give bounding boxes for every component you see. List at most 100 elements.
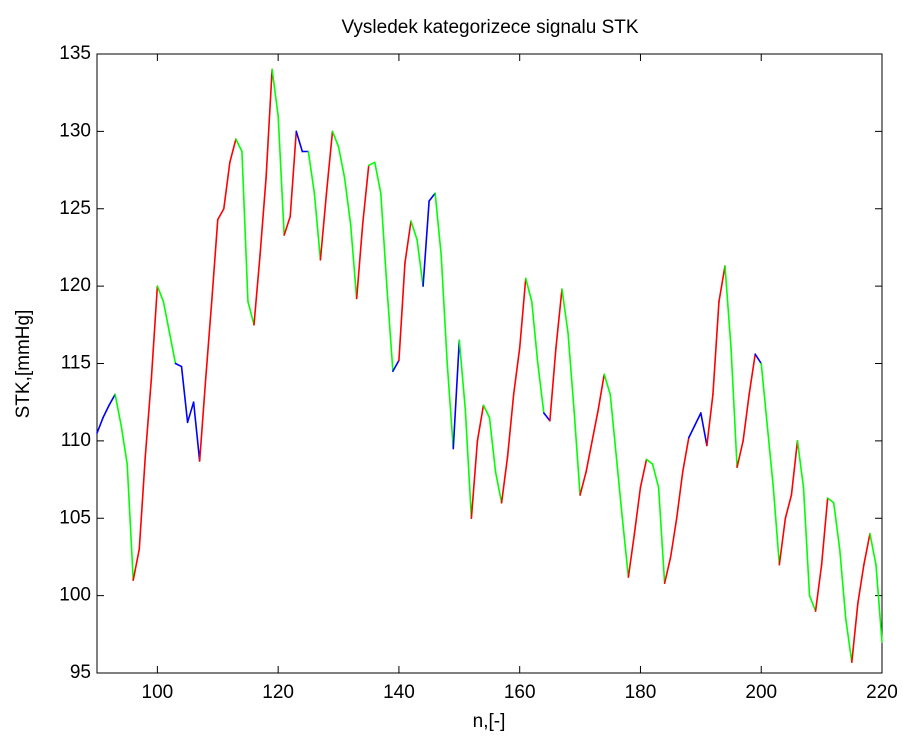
line-segment [591,409,599,442]
line-segment [500,455,509,504]
y-tick-label: 100 [59,585,91,606]
line-segment [627,532,636,578]
line-segment [289,130,298,218]
line-segment [470,440,479,520]
line-segment [766,424,775,489]
line-segment [307,150,316,195]
line-segment [555,288,563,349]
line-segment [736,440,744,468]
line-segment [506,393,515,458]
line-segment [265,68,273,179]
line-segment [482,404,491,419]
line-segment [404,220,412,264]
line-segment [814,563,823,612]
line-segment [253,254,261,326]
line-segment [633,486,642,535]
line-segment [126,463,135,581]
line-segment [259,177,267,256]
line-segment [174,362,183,368]
x-tick-label: 100 [142,682,174,703]
line-segment [609,393,618,458]
line-segment [144,378,153,458]
line-segment [446,362,455,450]
line-segment [851,602,859,663]
line-segment [96,416,104,434]
line-segment [325,130,334,195]
line-segment [844,618,853,663]
line-segment [748,353,756,396]
line-segment [772,486,781,566]
y-tick-label: 120 [59,275,91,296]
line-segment [639,458,648,489]
line-segment [398,262,406,362]
line-segment [313,192,322,261]
line-segment [579,471,587,496]
line-segment [657,486,666,585]
line-segment [760,362,769,427]
y-tick-label: 130 [59,120,91,141]
line-segment [464,409,473,520]
line-segment [138,455,147,551]
y-tick-label: 115 [61,353,91,374]
line-segment [808,594,817,612]
line-segment [718,265,726,303]
line-segment [392,359,400,373]
line-segment [488,416,497,473]
line-segment [530,300,539,365]
x-axis-label: n,[-] [473,711,506,732]
line-segment [754,353,763,365]
line-segment [373,161,382,195]
line-segment [229,138,237,164]
line-segment [331,130,340,148]
line-segment [561,288,569,334]
line-segment [724,265,732,349]
line-segment [567,331,575,411]
line-segment [476,404,485,442]
line-segment [712,300,720,396]
line-segment [132,548,141,581]
line-segment [790,440,799,496]
line-segment [681,436,690,473]
y-axis-label: STK,[mmHg] [13,310,34,419]
line-segment [663,556,672,585]
line-segment [277,115,285,236]
line-segment [223,161,231,210]
line-segment [875,563,883,643]
line-segment [512,347,521,396]
line-segment [380,192,388,287]
line-segment [675,471,684,520]
line-segment [651,463,660,489]
line-segment [615,455,624,520]
line-segment [271,68,279,117]
line-segment [518,277,527,349]
line-segment [549,347,557,422]
line-segment [857,563,865,605]
x-tick-label: 180 [625,682,657,703]
y-tick-label: 135 [59,43,91,64]
chart-title: Vysledek kategorizece signalu STK [341,17,638,38]
line-segment [162,300,171,334]
line-segment [355,223,364,300]
line-segment [361,164,370,226]
line-segment [694,412,702,427]
line-segment [198,378,207,462]
line-segment [796,440,805,489]
line-segment [621,517,630,578]
line-segment [102,404,110,419]
line-segment [838,548,847,620]
line-segment [669,517,678,558]
y-tick-label: 105 [59,507,91,528]
line-segment [585,440,593,473]
y-tick-label: 95 [70,662,91,683]
line-segment [645,458,654,465]
line-segment [367,161,376,167]
line-segment [730,347,738,468]
line-segment [778,517,787,566]
line-segment [319,192,328,261]
line-segment [150,285,159,380]
line-segment [434,192,442,256]
line-segment [452,339,461,450]
line-segment [241,150,249,303]
